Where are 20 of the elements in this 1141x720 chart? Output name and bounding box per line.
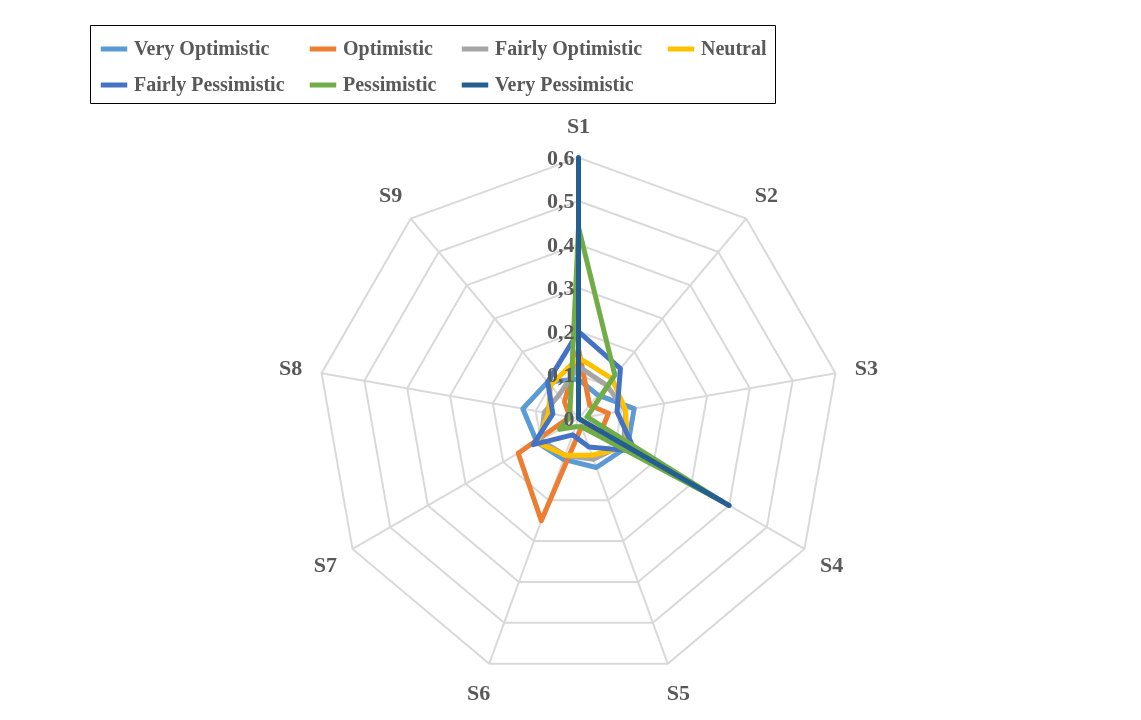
- spoke-label: S4: [819, 551, 844, 577]
- legend-label: Very Optimistic: [134, 37, 270, 60]
- spoke-label: S6: [466, 680, 491, 706]
- spoke-label: S8: [279, 354, 303, 380]
- legend-label: Very Pessimistic: [495, 73, 634, 96]
- spoke-label: S9: [379, 181, 403, 207]
- legend-label: Fairly Pessimistic: [134, 73, 285, 96]
- legend-label: Optimistic: [343, 37, 434, 60]
- y-tick-label: 0,1: [547, 362, 575, 388]
- y-tick-label: 0,5: [547, 188, 575, 214]
- spoke-label: S1: [566, 113, 591, 139]
- legend-label: Pessimistic: [343, 73, 437, 95]
- y-tick-label: 0,6: [547, 144, 575, 170]
- legend-label: Fairly Optimistic: [495, 37, 643, 60]
- legend-label: Neutral: [701, 37, 767, 59]
- spoke-label: S2: [754, 181, 778, 207]
- spoke-label: S7: [313, 551, 338, 577]
- spoke-label: S3: [854, 354, 878, 380]
- spoke-label: S5: [666, 680, 691, 706]
- y-tick-label: 0,4: [547, 231, 575, 257]
